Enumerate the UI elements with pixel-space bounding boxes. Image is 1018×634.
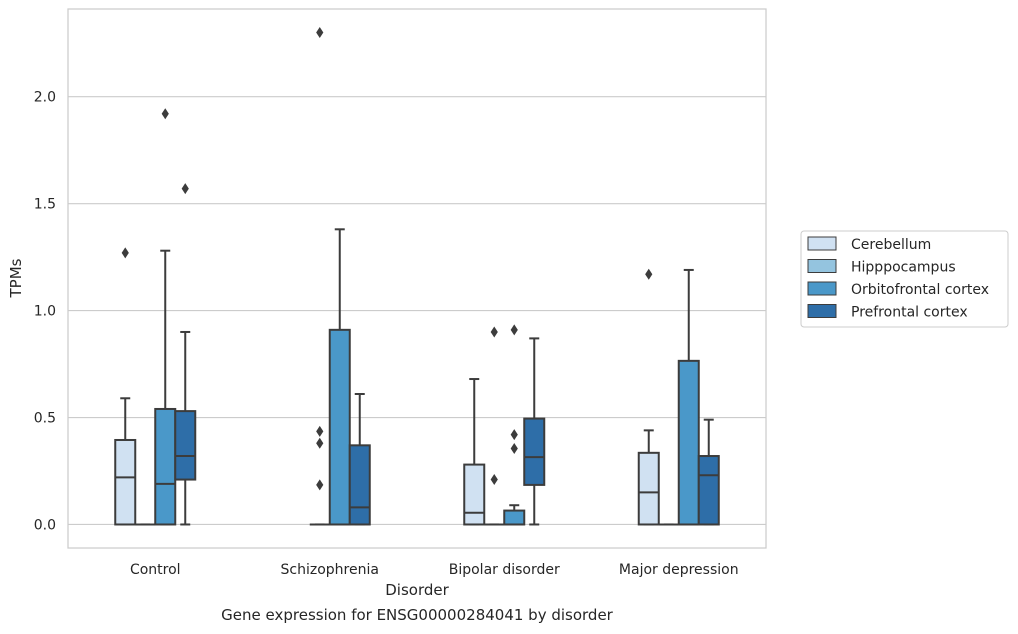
- y-tick-label: 0.5: [34, 411, 56, 427]
- outlier-point: [316, 27, 324, 39]
- box-iqr: [328, 328, 351, 526]
- box-group: [154, 108, 177, 526]
- outlier-point: [490, 326, 498, 338]
- box-iqr: [463, 463, 486, 526]
- box-iqr: [114, 438, 137, 526]
- box-iqr: [174, 410, 197, 481]
- x-tick-label: Bipolar disorder: [449, 562, 560, 578]
- legend-label: Orbitofrontal cortex: [851, 282, 989, 298]
- legend-swatch: [807, 259, 837, 273]
- y-axis-label: TPMs: [7, 258, 25, 298]
- box-group: [503, 324, 526, 526]
- box-iqr: [523, 417, 546, 486]
- outlier-point: [316, 437, 324, 449]
- box-iqr: [697, 455, 720, 526]
- box-iqr: [637, 451, 660, 526]
- legend-label: Hipppocampus: [851, 260, 956, 276]
- box-group: [328, 228, 351, 526]
- box-iqr: [154, 407, 177, 526]
- box-groups: [114, 27, 720, 526]
- box-group: [697, 418, 720, 526]
- y-tick-labels: 0.0 0.5 1.0 1.5 2.0: [34, 90, 56, 534]
- figure-caption: Gene expression for ENSG00000284041 by d…: [221, 606, 613, 624]
- box-group: [174, 183, 197, 526]
- legend-frame: [800, 230, 1009, 328]
- legend-label: Cerebellum: [851, 237, 931, 253]
- outlier-point: [510, 324, 518, 336]
- box-group: [677, 268, 700, 526]
- box-group: [523, 337, 546, 526]
- y-tick-label: 1.5: [34, 197, 56, 213]
- outlier-point: [181, 183, 189, 195]
- outlier-point: [510, 429, 518, 441]
- legend: Cerebellum Hipppocampus Orbitofrontal cort…: [800, 230, 1009, 328]
- x-tick-label: Control: [130, 562, 181, 578]
- box-group: [463, 378, 486, 526]
- box-iqr: [677, 359, 700, 526]
- outlier-point: [161, 108, 169, 120]
- box-group: [348, 393, 371, 526]
- box-iqr: [503, 509, 526, 526]
- box-group: [484, 326, 505, 526]
- outlier-point: [121, 247, 129, 259]
- outlier-point: [490, 474, 498, 486]
- y-tick-label: 1.0: [34, 304, 56, 320]
- x-tick-label: Major depression: [619, 562, 739, 578]
- plot-frame: [67, 8, 767, 549]
- outlier-point: [316, 425, 324, 437]
- outlier-point: [645, 268, 653, 280]
- box-group: [309, 27, 330, 526]
- legend-label: Prefrontal cortex: [851, 305, 968, 321]
- outlier-point: [510, 443, 518, 455]
- box-group: [114, 247, 137, 526]
- box-group: [637, 268, 660, 526]
- outlier-point: [316, 479, 324, 491]
- x-tick-labels: Control Schizophrenia Bipolar disorder Majo…: [130, 562, 739, 578]
- y-tick-label: 2.0: [34, 90, 56, 106]
- box-iqr: [348, 444, 371, 526]
- y-tick-label: 0.0: [34, 517, 56, 533]
- legend-swatch: [807, 304, 837, 318]
- legend-swatch: [807, 236, 837, 251]
- x-tick-label: Schizophrenia: [281, 562, 379, 578]
- x-axis-label: Disorder: [385, 581, 449, 599]
- legend-swatch: [807, 281, 837, 296]
